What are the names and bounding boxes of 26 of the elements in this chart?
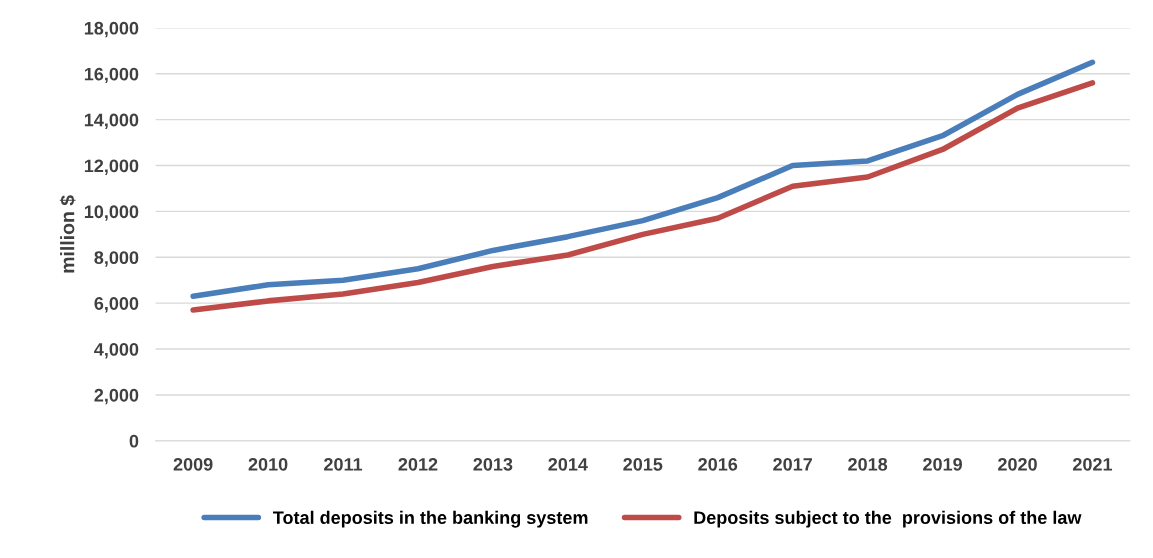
x-tick-label: 2010 bbox=[248, 457, 288, 471]
y-tick-label: 8,000 bbox=[94, 251, 139, 267]
y-tick-label: 16,000 bbox=[84, 67, 139, 84]
x-tick-label: 2015 bbox=[623, 457, 663, 471]
x-tick-label: 2019 bbox=[923, 457, 962, 471]
x-tick-label: 2013 bbox=[473, 457, 513, 471]
x-tick-label: 2014 bbox=[548, 457, 588, 471]
x-tick-label: 2009 bbox=[173, 457, 213, 471]
y-tick-label: 0 bbox=[129, 434, 139, 448]
y-tick-label: 2,000 bbox=[94, 388, 139, 405]
x-tick-label: 2011 bbox=[324, 457, 363, 471]
y-tick-label: 14,000 bbox=[84, 113, 139, 129]
x-tick-label: 2012 bbox=[398, 457, 438, 471]
x-tick-label: 2016 bbox=[698, 457, 738, 471]
y-tick-label: 10,000 bbox=[84, 205, 139, 221]
y-tick-label: 4,000 bbox=[94, 342, 139, 359]
y-tick-label: 12,000 bbox=[84, 159, 139, 175]
x-tick-label: 2021 bbox=[1073, 457, 1113, 471]
y-tick-label: 18,000 bbox=[84, 21, 139, 38]
x-tick-label: 2020 bbox=[998, 457, 1037, 471]
x-tick-label: 2018 bbox=[848, 457, 888, 471]
legend-label: Deposits subject to the provisions of the law bbox=[694, 510, 1082, 528]
y-tick-label: 6,000 bbox=[94, 297, 139, 313]
y-axis-title: million $ bbox=[59, 195, 76, 273]
legend-label: Total deposits in the banking system bbox=[273, 510, 588, 528]
x-tick-label: 2017 bbox=[773, 457, 812, 471]
